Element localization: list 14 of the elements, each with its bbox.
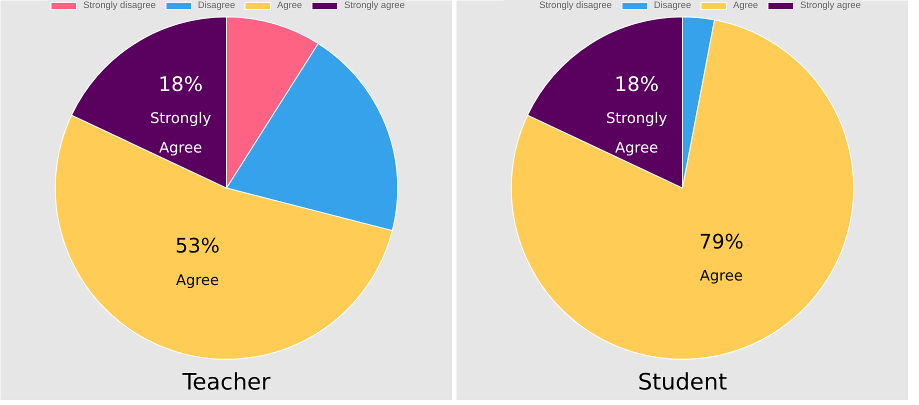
data-label: 18% Strongly Agree	[150, 72, 212, 157]
legend-label: Disagree	[654, 0, 692, 10]
text: Teacher	[182, 370, 272, 396]
legend-label: Strongly agree	[344, 0, 405, 10]
category-label: Strongly disagree	[539, 0, 612, 10]
data-label: 53% Agree	[175, 234, 220, 289]
data-label: 79% Agree	[699, 230, 744, 285]
legend-label: Agree	[733, 0, 758, 10]
legend-label: Agree	[277, 0, 302, 10]
legend-label: Strongly disagree	[83, 0, 156, 10]
legend-label: Strongly agree	[800, 0, 861, 10]
text: Student	[638, 370, 728, 396]
legend-label: Disagree	[198, 0, 236, 10]
data-label: 18% Strongly Agree	[606, 72, 668, 157]
